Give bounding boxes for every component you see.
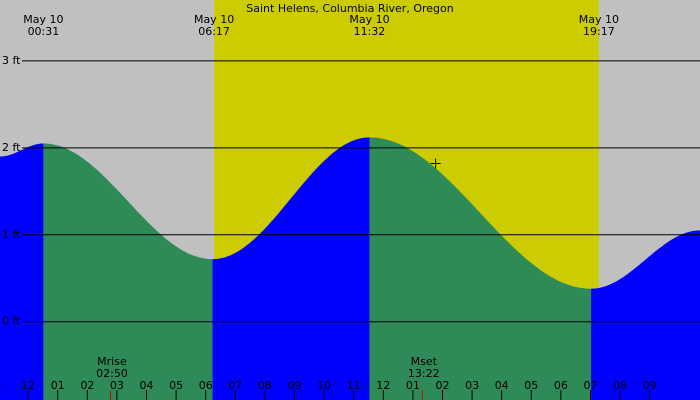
x-tick-label: 06 (554, 379, 568, 392)
x-tick-label: 09 (288, 379, 302, 392)
x-tick-label: 03 (110, 379, 124, 392)
moon-event-label: Mrise (97, 355, 127, 368)
x-tick-label: 06 (199, 379, 213, 392)
header-date: May 10 (579, 13, 619, 26)
header-time: 00:31 (28, 25, 60, 38)
moon-event-time: 02:50 (96, 367, 128, 380)
x-tick-label: 04 (495, 379, 509, 392)
x-tick-label: 02 (80, 379, 94, 392)
moon-event-time: 13:22 (408, 367, 440, 380)
x-tick-label: 07 (228, 379, 242, 392)
x-tick-label: 11 (347, 379, 361, 392)
x-tick-label: 04 (140, 379, 154, 392)
grid-lines (22, 60, 700, 323)
y-axis-labels: 3 ft 2 ft 1 ft 0 ft (2, 54, 21, 328)
x-tick-label: 05 (169, 379, 183, 392)
header-time: 11:32 (354, 25, 386, 38)
header-time: 06:17 (198, 25, 230, 38)
y-tick-label: 1 ft (2, 228, 21, 241)
header-date: May 10 (23, 13, 63, 26)
x-tick-label: 01 (406, 379, 420, 392)
falling-tide-area (43, 143, 213, 400)
x-tick-label: 07 (583, 379, 597, 392)
chart-title: Saint Helens, Columbia River, Oregon (246, 2, 453, 15)
x-tick-label: 1 (0, 379, 2, 392)
x-tick-label: 08 (613, 379, 627, 392)
x-tick-label: 05 (524, 379, 538, 392)
x-tick-label: 02 (435, 379, 449, 392)
y-tick-label: 2 ft (2, 141, 21, 154)
moon-event-label: Mset (411, 355, 438, 368)
y-tick-label: 3 ft (2, 54, 21, 67)
tide-areas (0, 137, 700, 400)
x-axis: 1 12 01 02 03 04 05 06 07 08 09 10 11 12 01 02 03 04 05 06 0… (0, 379, 657, 400)
x-tick-label: 10 (317, 379, 331, 392)
x-tick-label: 08 (258, 379, 272, 392)
x-tick-label: 12 (376, 379, 390, 392)
rising-tide-area (591, 230, 700, 400)
falling-tide-area (369, 137, 592, 400)
x-tick-label: 01 (51, 379, 65, 392)
rising-tide-area (212, 137, 370, 400)
x-tick-label: 09 (643, 379, 657, 392)
header-time: 19:17 (583, 25, 615, 38)
header-date: May 10 (349, 13, 389, 26)
header-date: May 10 (194, 13, 234, 26)
y-tick-label: 0 ft (2, 315, 21, 328)
x-tick-label: 12 (21, 379, 35, 392)
crosshair-marker (430, 158, 441, 169)
rising-tide-area (0, 143, 44, 400)
x-tick-label: 03 (465, 379, 479, 392)
